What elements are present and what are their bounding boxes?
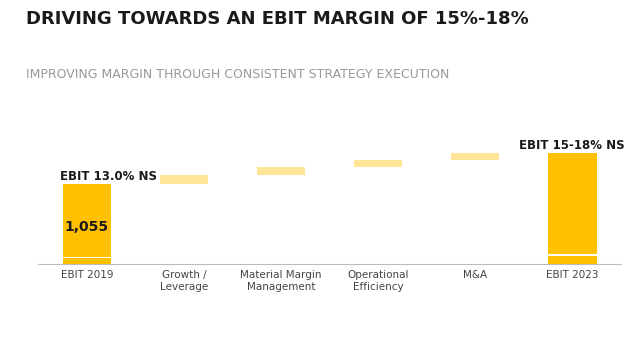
Bar <box>548 154 596 264</box>
Text: IMPROVING MARGIN THROUGH CONSISTENT STRATEGY EXECUTION: IMPROVING MARGIN THROUGH CONSISTENT STRA… <box>26 68 449 81</box>
Bar <box>451 154 499 160</box>
Bar <box>257 167 305 175</box>
Text: EBIT 15-18% NS: EBIT 15-18% NS <box>520 139 625 152</box>
Bar <box>63 257 111 258</box>
Bar <box>354 160 403 167</box>
Bar <box>63 184 111 264</box>
Bar <box>548 254 596 256</box>
Bar <box>160 175 208 184</box>
Text: EBIT 13.0% NS: EBIT 13.0% NS <box>60 171 157 183</box>
Text: DRIVING TOWARDS AN EBIT MARGIN OF 15%-18%: DRIVING TOWARDS AN EBIT MARGIN OF 15%-18… <box>26 10 529 28</box>
Text: 1,055: 1,055 <box>65 220 109 235</box>
